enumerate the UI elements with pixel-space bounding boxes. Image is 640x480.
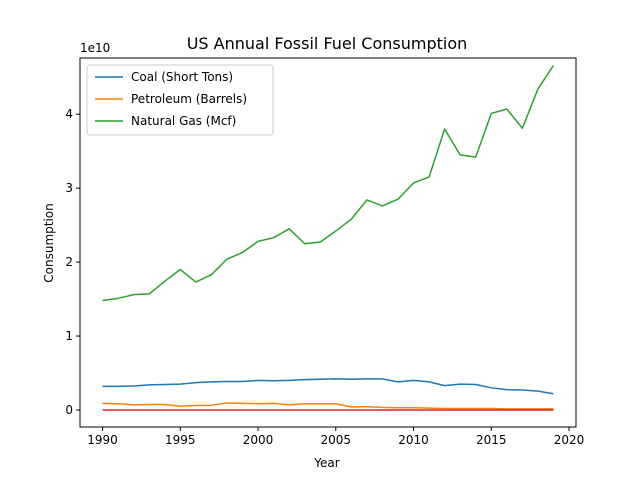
legend: Coal (Short Tons) Petroleum (Barrels) Natu…: [86, 64, 274, 136]
axes-frame: [79, 57, 577, 428]
y-tick-label: 2: [65, 255, 73, 269]
x-axis-label: Year: [313, 456, 339, 470]
x-tick-label: 2005: [321, 433, 352, 447]
x-tick-label: 1990: [87, 433, 118, 447]
plot-area: 1990 1995 2000 2005 2010 2015 2020 0 1 2 3 4: [65, 57, 585, 447]
y-axis-label: Consumption: [42, 203, 56, 282]
x-tick-label: 2000: [243, 433, 274, 447]
y-tick-label: 3: [65, 181, 73, 195]
legend-label: Coal (Short Tons): [131, 70, 233, 84]
y-tick-label: 4: [65, 107, 73, 121]
legend-label: Petroleum (Barrels): [131, 92, 247, 106]
x-tick-label: 2015: [476, 433, 507, 447]
y-offset-label: 1e10: [80, 41, 110, 55]
series-line-natural-gas-mcf: [102, 64, 555, 302]
x-tick-label: 1995: [165, 433, 196, 447]
legend-label: Natural Gas (Mcf): [131, 114, 236, 128]
chart-title: US Annual Fossil Fuel Consumption: [187, 34, 468, 53]
y-tick-label: 1: [65, 329, 73, 343]
x-tick-label: 2020: [554, 433, 585, 447]
y-tick-label: 0: [65, 403, 73, 417]
legend-box: [86, 64, 274, 136]
series-line-coal-short-tons: [102, 378, 554, 395]
series-line-petroleum-barrels: [102, 402, 554, 410]
x-tick-label: 2010: [398, 433, 429, 447]
